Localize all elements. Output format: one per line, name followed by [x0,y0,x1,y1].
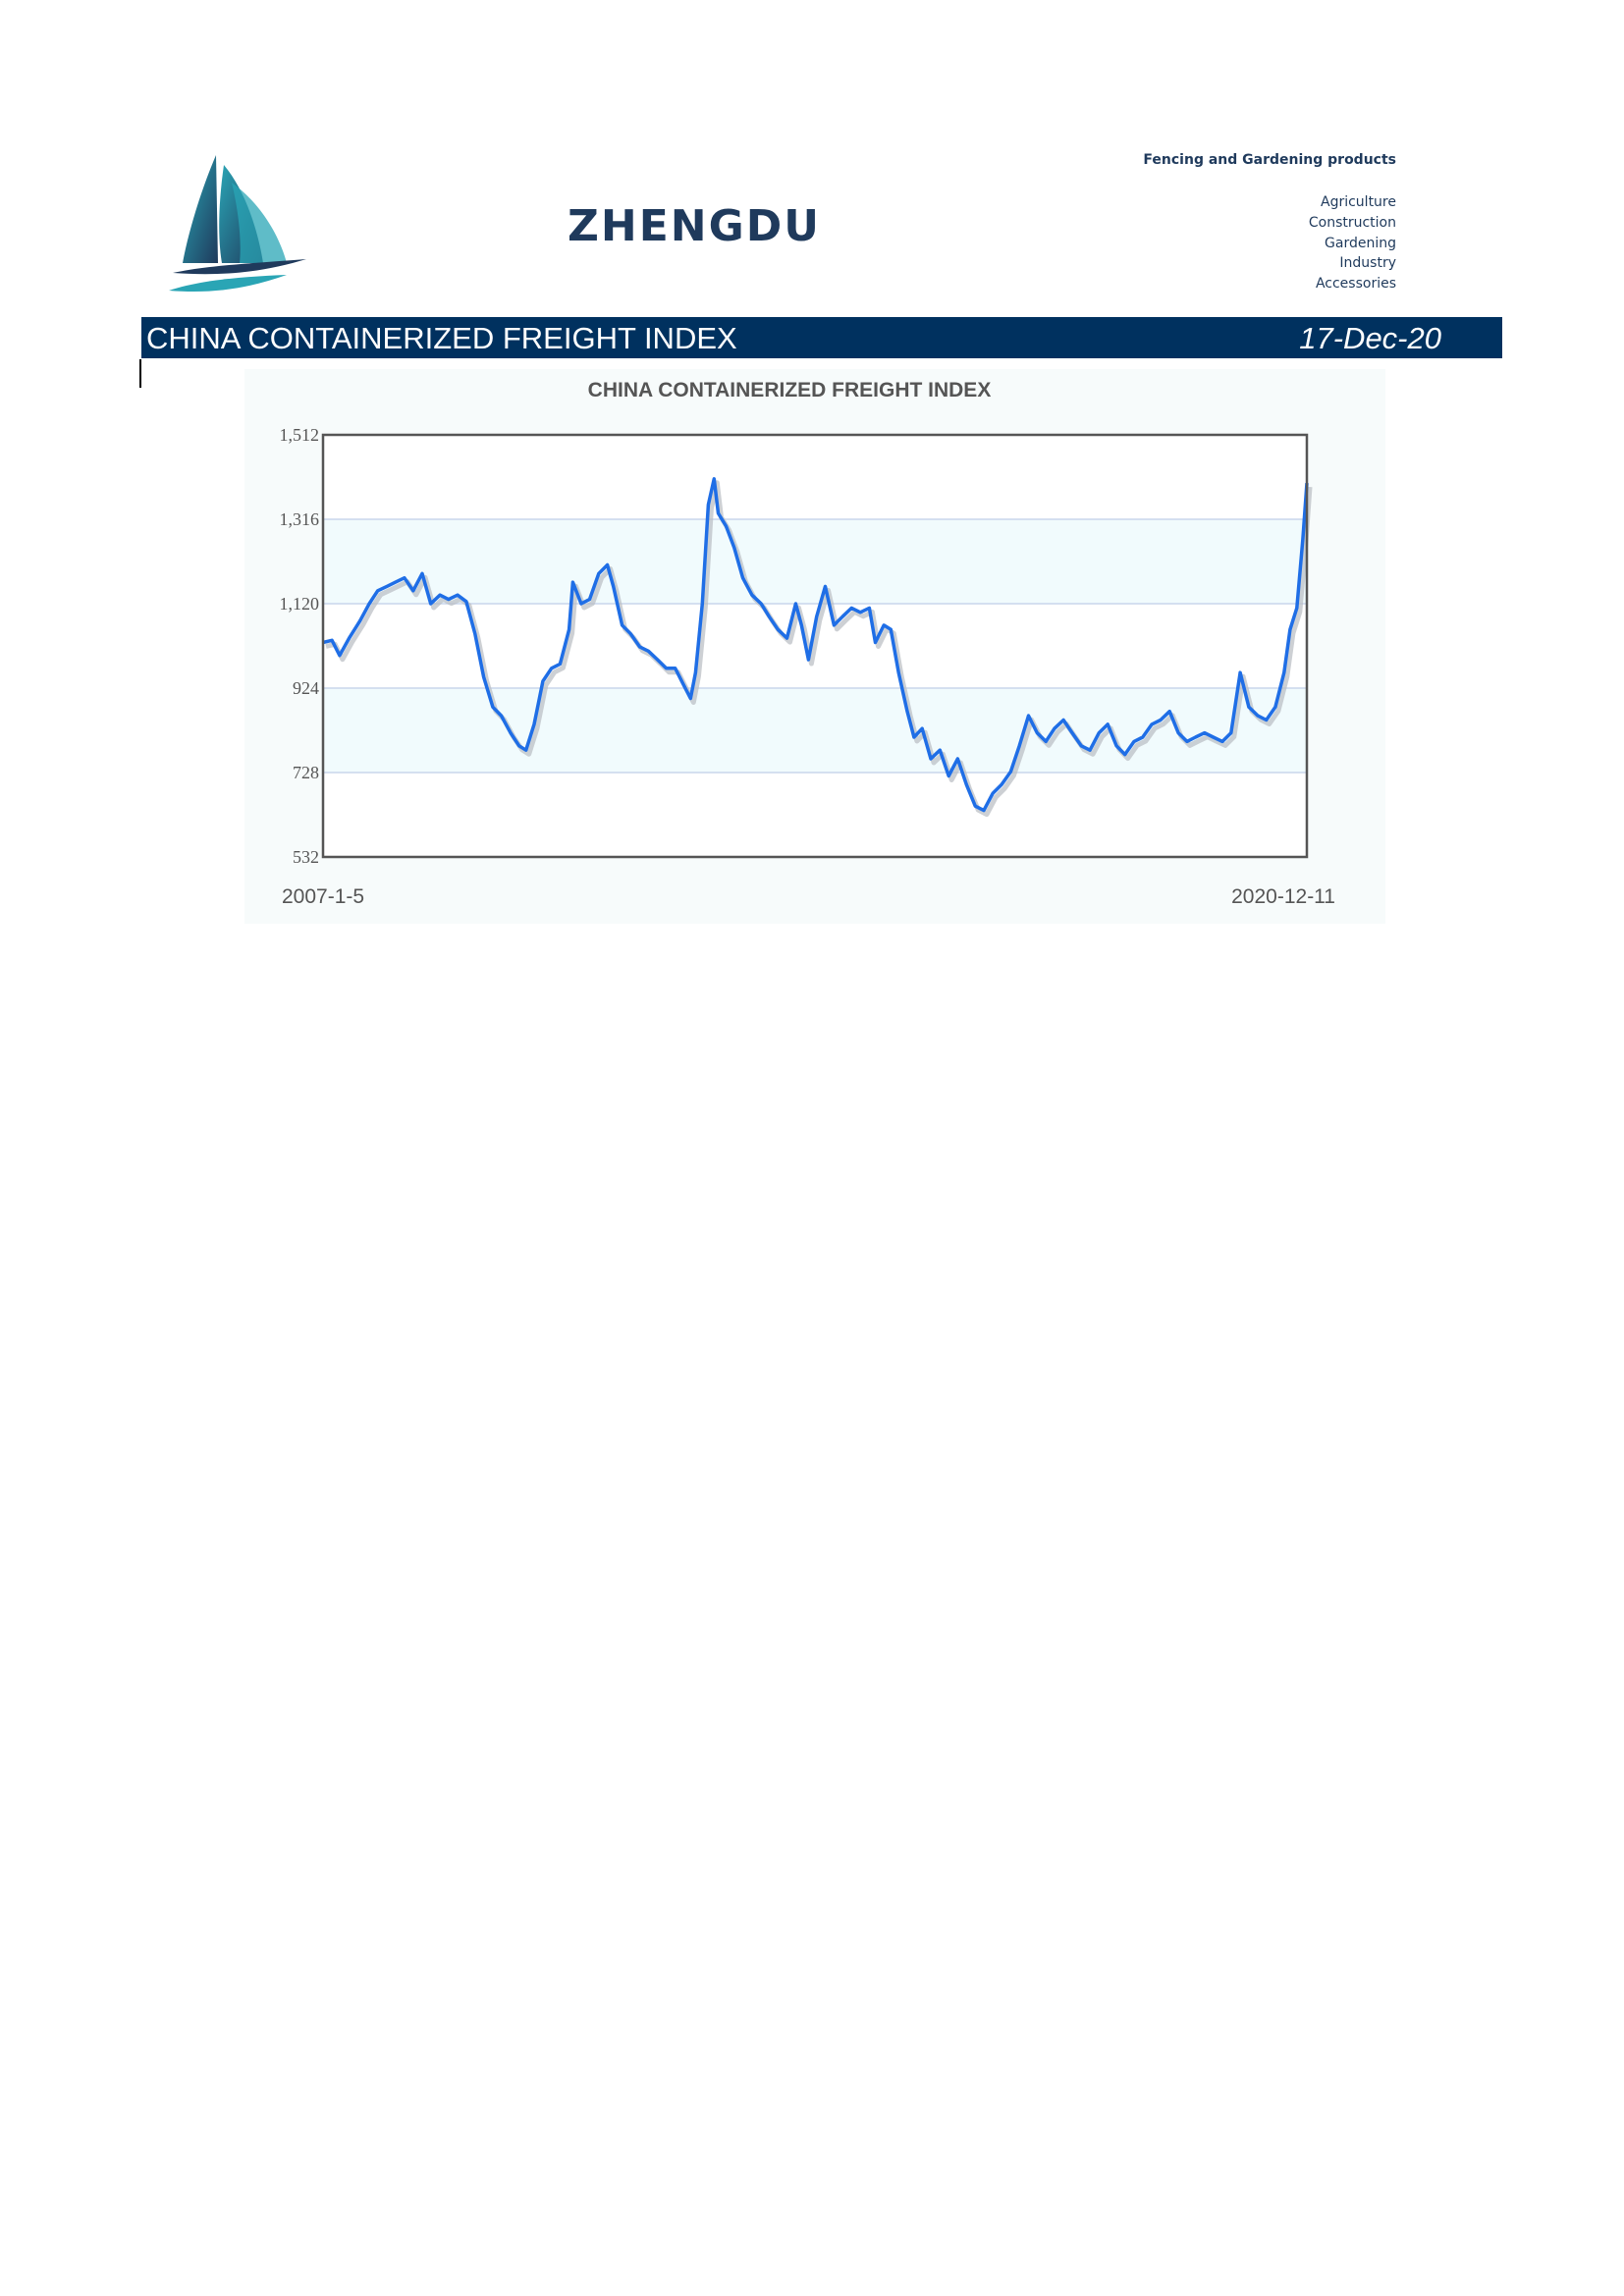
x-end-label: 2020-12-11 [1231,885,1335,908]
y-tick-label: 1,512 [280,425,320,445]
category-list: Agriculture Construction Gardening Indus… [1309,192,1396,294]
plot-band [323,435,1307,519]
chart-svg: CHINA CONTAINERIZED FREIGHT INDEX 532 728… [244,369,1385,924]
sailboat-logo-icon [169,155,306,293]
plot-frame [321,433,1309,859]
category-item: Agriculture [1321,194,1396,210]
title-banner: CHINA CONTAINERIZED FREIGHT INDEX 17-Dec… [141,317,1502,358]
y-tick-label: 1,120 [280,594,320,614]
plot-band [323,519,1307,604]
x-start-label: 2007-1-5 [282,885,364,908]
plot-band [323,773,1307,857]
freight-index-chart: CHINA CONTAINERIZED FREIGHT INDEX 532 728… [244,369,1385,924]
y-tick-label: 1,316 [280,509,320,529]
plot-band [323,688,1307,773]
text-cursor [139,359,141,388]
banner-date: 17-Dec-20 [1299,321,1441,355]
category-item: Construction [1308,214,1396,231]
brand-name: ZHENGDU [568,201,821,251]
banner-title: CHINA CONTAINERIZED FREIGHT INDEX [146,321,737,355]
tagline: Fencing and Gardening products [1143,152,1396,168]
y-tick-label: 532 [293,847,319,867]
category-item: Industry [1339,255,1396,272]
category-item: Accessories [1315,276,1396,293]
y-tick-label: 728 [293,763,319,782]
chart-title: CHINA CONTAINERIZED FREIGHT INDEX [588,379,992,401]
category-item: Gardening [1325,235,1396,251]
series-line [322,477,1309,813]
y-tick-label: 924 [293,678,319,698]
